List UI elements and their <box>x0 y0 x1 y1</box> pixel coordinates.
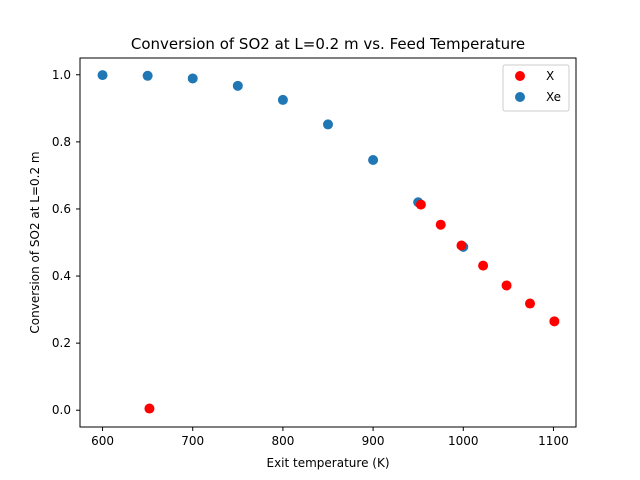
data-point-xe <box>142 70 153 81</box>
data-point-xe <box>187 73 198 84</box>
legend-box <box>502 64 570 112</box>
y-tick-label: 0.6 <box>52 202 71 216</box>
legend: X Xe <box>502 64 570 112</box>
y-tick-label: 0.4 <box>52 269 71 283</box>
y-axis: 0.0 0.2 0.4 0.6 0.8 1.0 <box>52 68 80 417</box>
data-point-xe <box>232 80 243 91</box>
data-point-x <box>435 219 446 230</box>
x-tick-label: 1100 <box>538 434 569 448</box>
data-point-x <box>478 260 489 271</box>
data-point-x <box>501 280 512 291</box>
y-tick-label: 0.0 <box>52 403 71 417</box>
plot-area <box>97 70 560 414</box>
data-point-x <box>456 240 467 251</box>
data-point-x <box>144 403 155 414</box>
legend-label-xe: Xe <box>546 90 561 104</box>
data-point-x <box>549 316 560 327</box>
y-tick-label: 1.0 <box>52 68 71 82</box>
data-point-xe <box>323 119 333 130</box>
data-point-xe <box>97 70 108 81</box>
data-point-xe <box>277 94 288 105</box>
chart-title: Conversion of SO2 at L=0.2 m vs. Feed Te… <box>131 35 525 53</box>
x-tick-label: 700 <box>181 434 204 448</box>
legend-marker-x <box>515 71 525 81</box>
x-tick-label: 800 <box>271 434 294 448</box>
y-tick-label: 0.8 <box>52 135 71 149</box>
data-point-xe <box>368 154 379 165</box>
legend-marker-xe <box>515 92 525 102</box>
x-axis-label: Exit temperature (K) <box>266 456 389 470</box>
x-tick-label: 900 <box>362 434 385 448</box>
x-axis: 600 700 800 900 1000 1100 <box>91 427 569 448</box>
data-point-x <box>525 298 536 309</box>
data-point-x <box>415 199 426 210</box>
legend-label-x: X <box>546 69 554 83</box>
y-tick-label: 0.2 <box>52 336 71 350</box>
x-tick-label: 600 <box>91 434 114 448</box>
plot-frame <box>79 57 577 428</box>
x-tick-label: 1000 <box>448 434 479 448</box>
y-axis-label: Conversion of SO2 at L=0.2 m <box>28 151 42 333</box>
